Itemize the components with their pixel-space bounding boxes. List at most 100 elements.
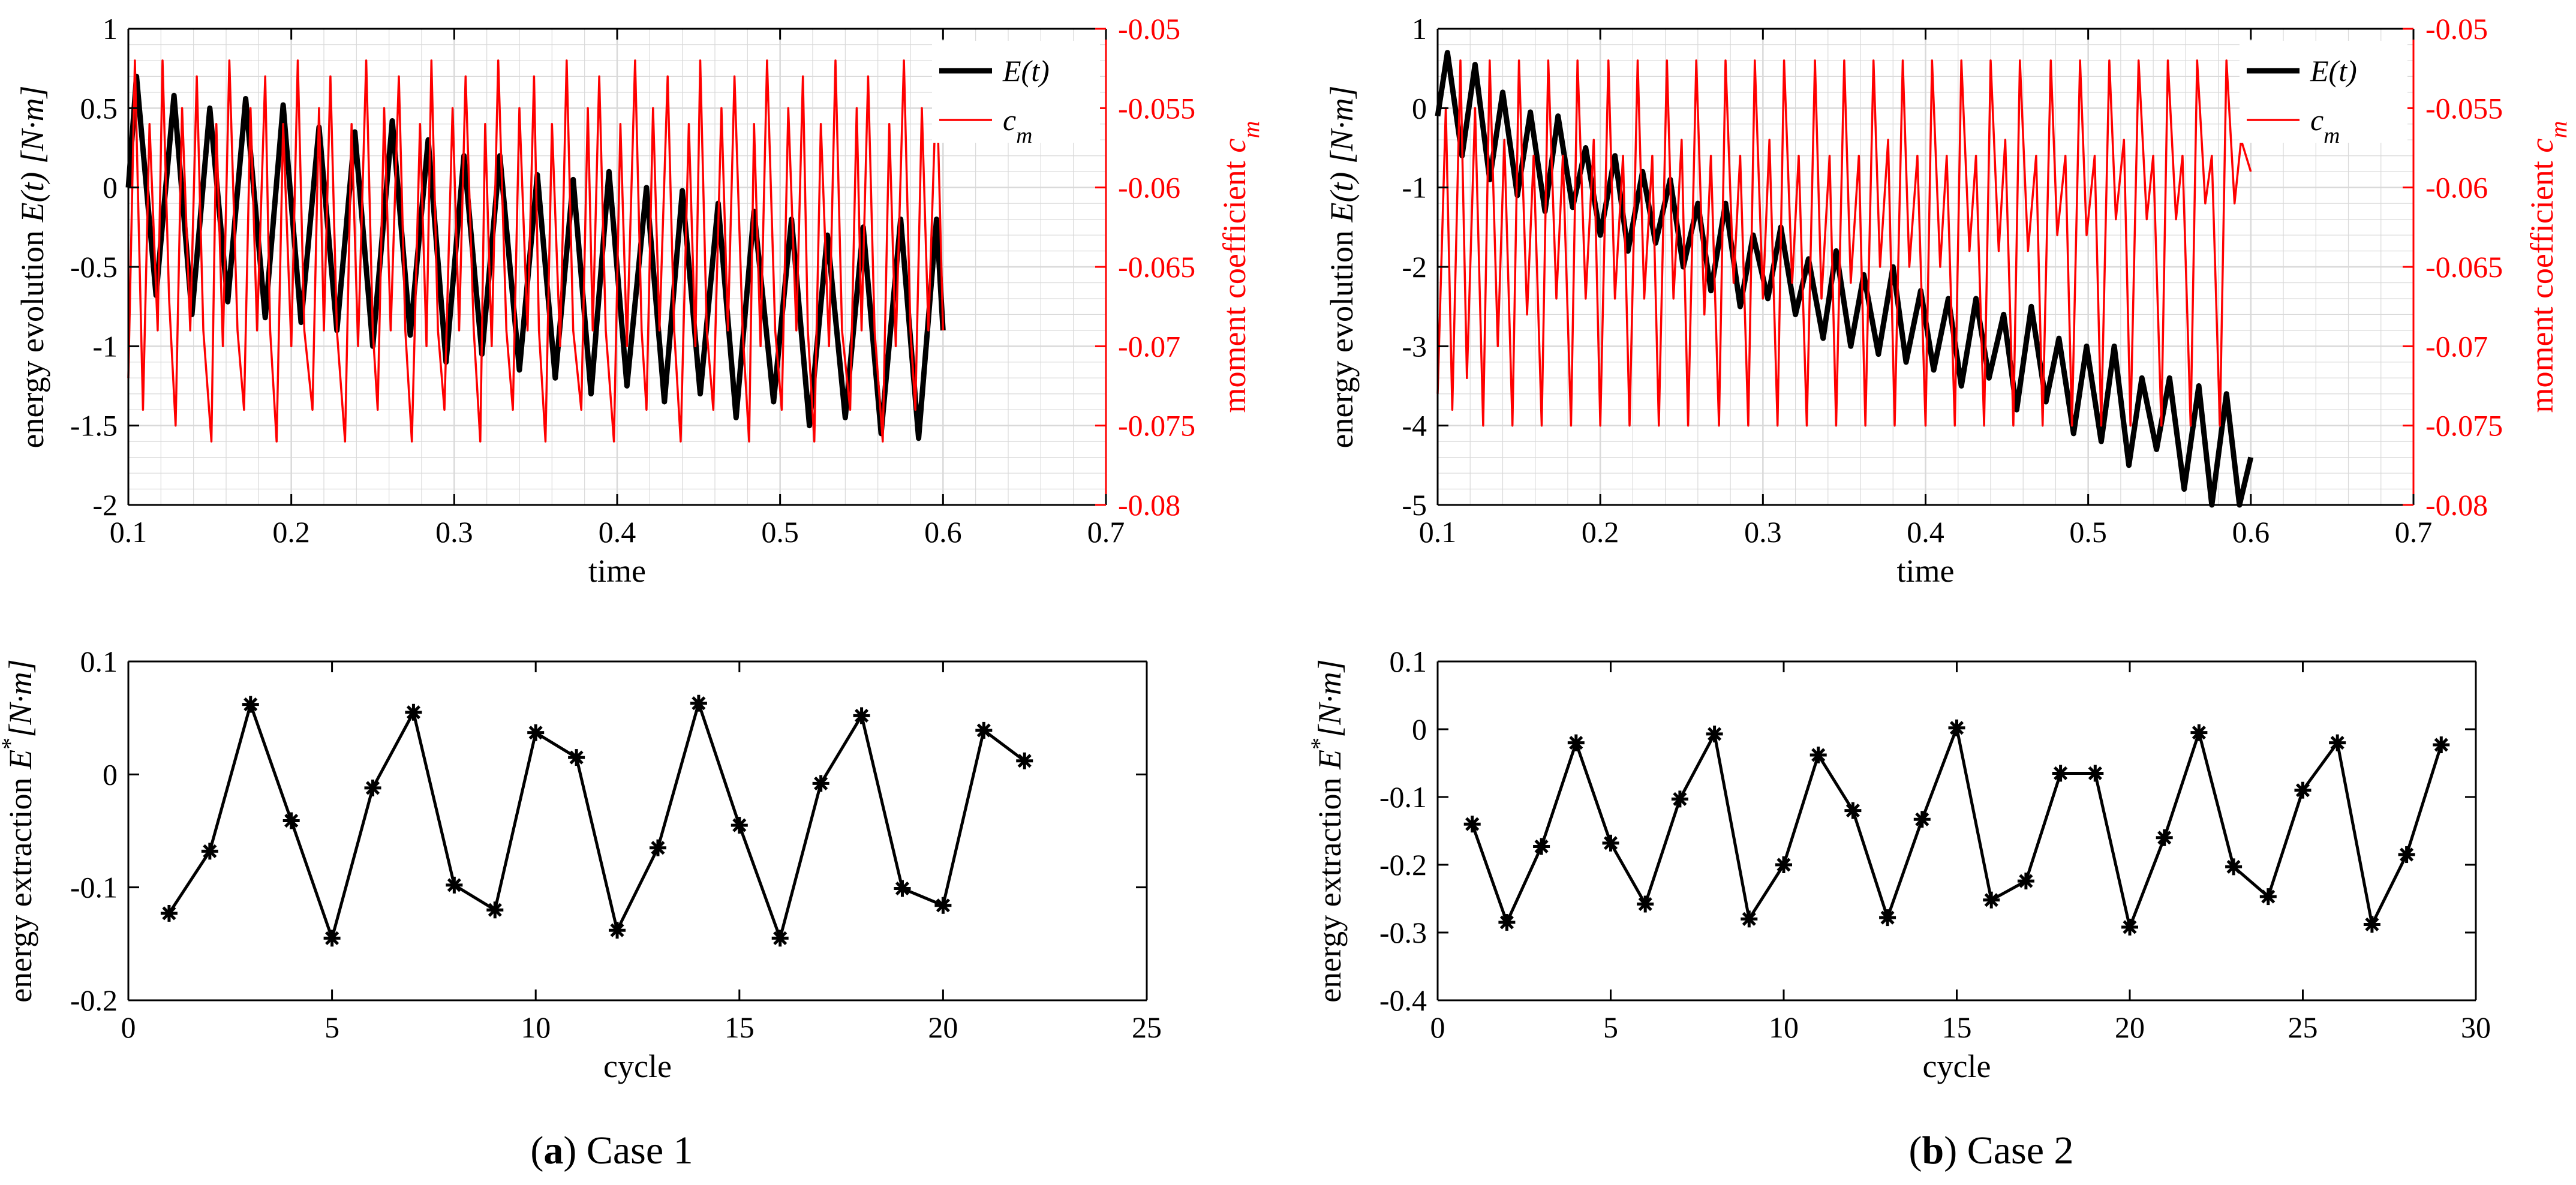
y-right-tick-label: -0.07	[1118, 329, 1180, 363]
data-point-marker	[1602, 834, 1619, 852]
y-tick-label: 0	[103, 171, 118, 204]
data-point-marker	[1844, 802, 1862, 819]
y-tick-label: 0	[103, 757, 118, 791]
y-tick-label: -0.4	[1379, 984, 1427, 1017]
y-tick-label: -0.3	[1379, 916, 1427, 949]
panel-a-bottom-chart: 0 5 10 15 20 25 -0.2 -0.1 0 0.1 cycle energy extrac…	[0, 645, 1162, 1084]
data-point-marker	[2225, 858, 2243, 876]
y-right-tick-label: -0.075	[2425, 409, 2503, 443]
x-tick-label: 0.1	[1419, 515, 1457, 549]
data-point-marker	[1637, 895, 1654, 913]
y-tick-label: 0	[1412, 712, 1427, 746]
data-point-marker	[201, 843, 218, 860]
y-right-tick-label: -0.06	[1118, 171, 1180, 204]
y-tick-label: -3	[1402, 329, 1427, 363]
x-axis-label: time	[1897, 553, 1955, 589]
data-point-marker	[1948, 719, 1965, 736]
panel-b-bottom-chart: 0 5 10 15 20 25 30 -0.4 -0.3 -0.2 -0.1 0 0.1 cycle ene…	[1306, 645, 2491, 1084]
y-right-tick-label: -0.07	[2425, 329, 2488, 363]
series-line-cm	[1436, 59, 2252, 427]
y-tick-label: 0.1	[80, 645, 118, 678]
x-tick-label: 0.3	[1744, 515, 1782, 549]
axes-frame	[127, 660, 1148, 1001]
data-point-marker	[1809, 746, 1827, 763]
y-tick-label: 1	[1412, 12, 1427, 46]
data-point-marker	[771, 930, 789, 947]
y-axis-label: energy extraction E*[N·m]	[1306, 659, 1348, 1003]
data-point-marker	[446, 876, 463, 894]
x-tick-label: 0.2	[1582, 515, 1619, 549]
y-tick-label: -0.5	[70, 250, 118, 284]
data-point-marker	[2363, 916, 2380, 933]
y-right-tick-label: -0.065	[2425, 250, 2503, 284]
x-tick-label: 20	[928, 1010, 958, 1044]
data-point-marker	[894, 880, 911, 897]
data-point-marker	[2121, 918, 2138, 936]
data-point-marker	[609, 922, 626, 939]
panel-a-top-chart: 0.1 0.2 0.3 0.4 0.5 0.6 0.7 -2 -1.5 -1 -0.5 0 0.5 1 -0…	[14, 12, 1264, 589]
plot-area	[128, 661, 1147, 1000]
x-tick-label: 30	[2461, 1010, 2491, 1044]
caption-b-text: Case 2	[1957, 1129, 2073, 1172]
x-tick-label: 0	[121, 1010, 136, 1044]
y-tick-label: -2	[1402, 250, 1427, 284]
data-point-marker	[1983, 891, 2000, 909]
data-point-marker	[1533, 838, 1550, 855]
caption-b: (b) Case 2	[1909, 1129, 2074, 1172]
data-point-marker	[975, 721, 993, 739]
caption-a: (a) Case 1	[530, 1129, 693, 1172]
data-point-marker	[934, 897, 952, 914]
series-line-et	[1435, 50, 2254, 508]
x-tick-label: 0.1	[110, 515, 148, 549]
data-point-marker	[2259, 888, 2277, 906]
y-tick-label: -0.1	[70, 871, 118, 904]
data-point-marker	[690, 694, 707, 712]
y-right-tick-label: -0.055	[2425, 91, 2503, 125]
y-tick-label: -5	[1402, 488, 1427, 522]
series-line-e	[167, 702, 1026, 940]
y-tick-label: -1	[1402, 171, 1427, 204]
x-tick-label: 0.7	[1087, 515, 1125, 549]
y-axis-label: energy extraction E*[N·m]	[0, 659, 38, 1003]
data-point-marker	[2087, 765, 2104, 782]
y-tick-label: 0	[1412, 91, 1427, 125]
x-tick-label: 0.6	[2232, 515, 2270, 549]
y-tick-label: -0.1	[1379, 780, 1427, 814]
series-group	[125, 59, 946, 443]
y-tick-label: -2	[92, 488, 118, 522]
data-point-marker	[1463, 816, 1481, 833]
data-point-marker	[242, 696, 259, 713]
x-tick-label: 0.6	[924, 515, 962, 549]
y-right-tick-label: -0.08	[2425, 488, 2488, 522]
data-point-marker	[1706, 725, 1723, 742]
caption-a-text: Case 1	[576, 1129, 693, 1172]
y-right-tick-label: -0.08	[1118, 488, 1180, 522]
data-point-marker	[2329, 734, 2346, 751]
y-right-tick-label: -0.05	[1118, 12, 1180, 46]
x-axis-label: cycle	[1923, 1048, 1991, 1084]
data-point-marker	[2398, 846, 2415, 864]
legend: E(t) cm	[2240, 41, 2407, 148]
legend-entry: cm	[2310, 103, 2340, 148]
x-tick-label: 0.7	[2395, 515, 2433, 549]
data-point-marker	[527, 724, 545, 741]
data-point-marker	[2052, 765, 2069, 782]
x-tick-label: 5	[1603, 1010, 1618, 1044]
y-axis-label: energy evolution E(t) [N·m]	[14, 86, 50, 449]
y-right-tick-label: -0.06	[2425, 171, 2488, 204]
y-tick-label: -0.2	[70, 984, 118, 1017]
x-tick-label: 0.4	[599, 515, 636, 549]
data-point-marker	[649, 839, 666, 856]
data-point-marker	[282, 812, 300, 829]
y-right-tick-label: -0.05	[2425, 12, 2488, 46]
x-tick-label: 10	[1769, 1010, 1799, 1044]
x-tick-label: 10	[521, 1010, 551, 1044]
x-tick-label: 15	[1942, 1010, 1972, 1044]
data-point-marker	[1567, 734, 1585, 751]
data-point-marker	[2433, 736, 2450, 753]
y-tick-label: -1	[92, 329, 118, 363]
data-point-marker	[568, 749, 585, 766]
data-point-marker	[2017, 873, 2034, 890]
x-tick-label: 0.3	[435, 515, 473, 549]
